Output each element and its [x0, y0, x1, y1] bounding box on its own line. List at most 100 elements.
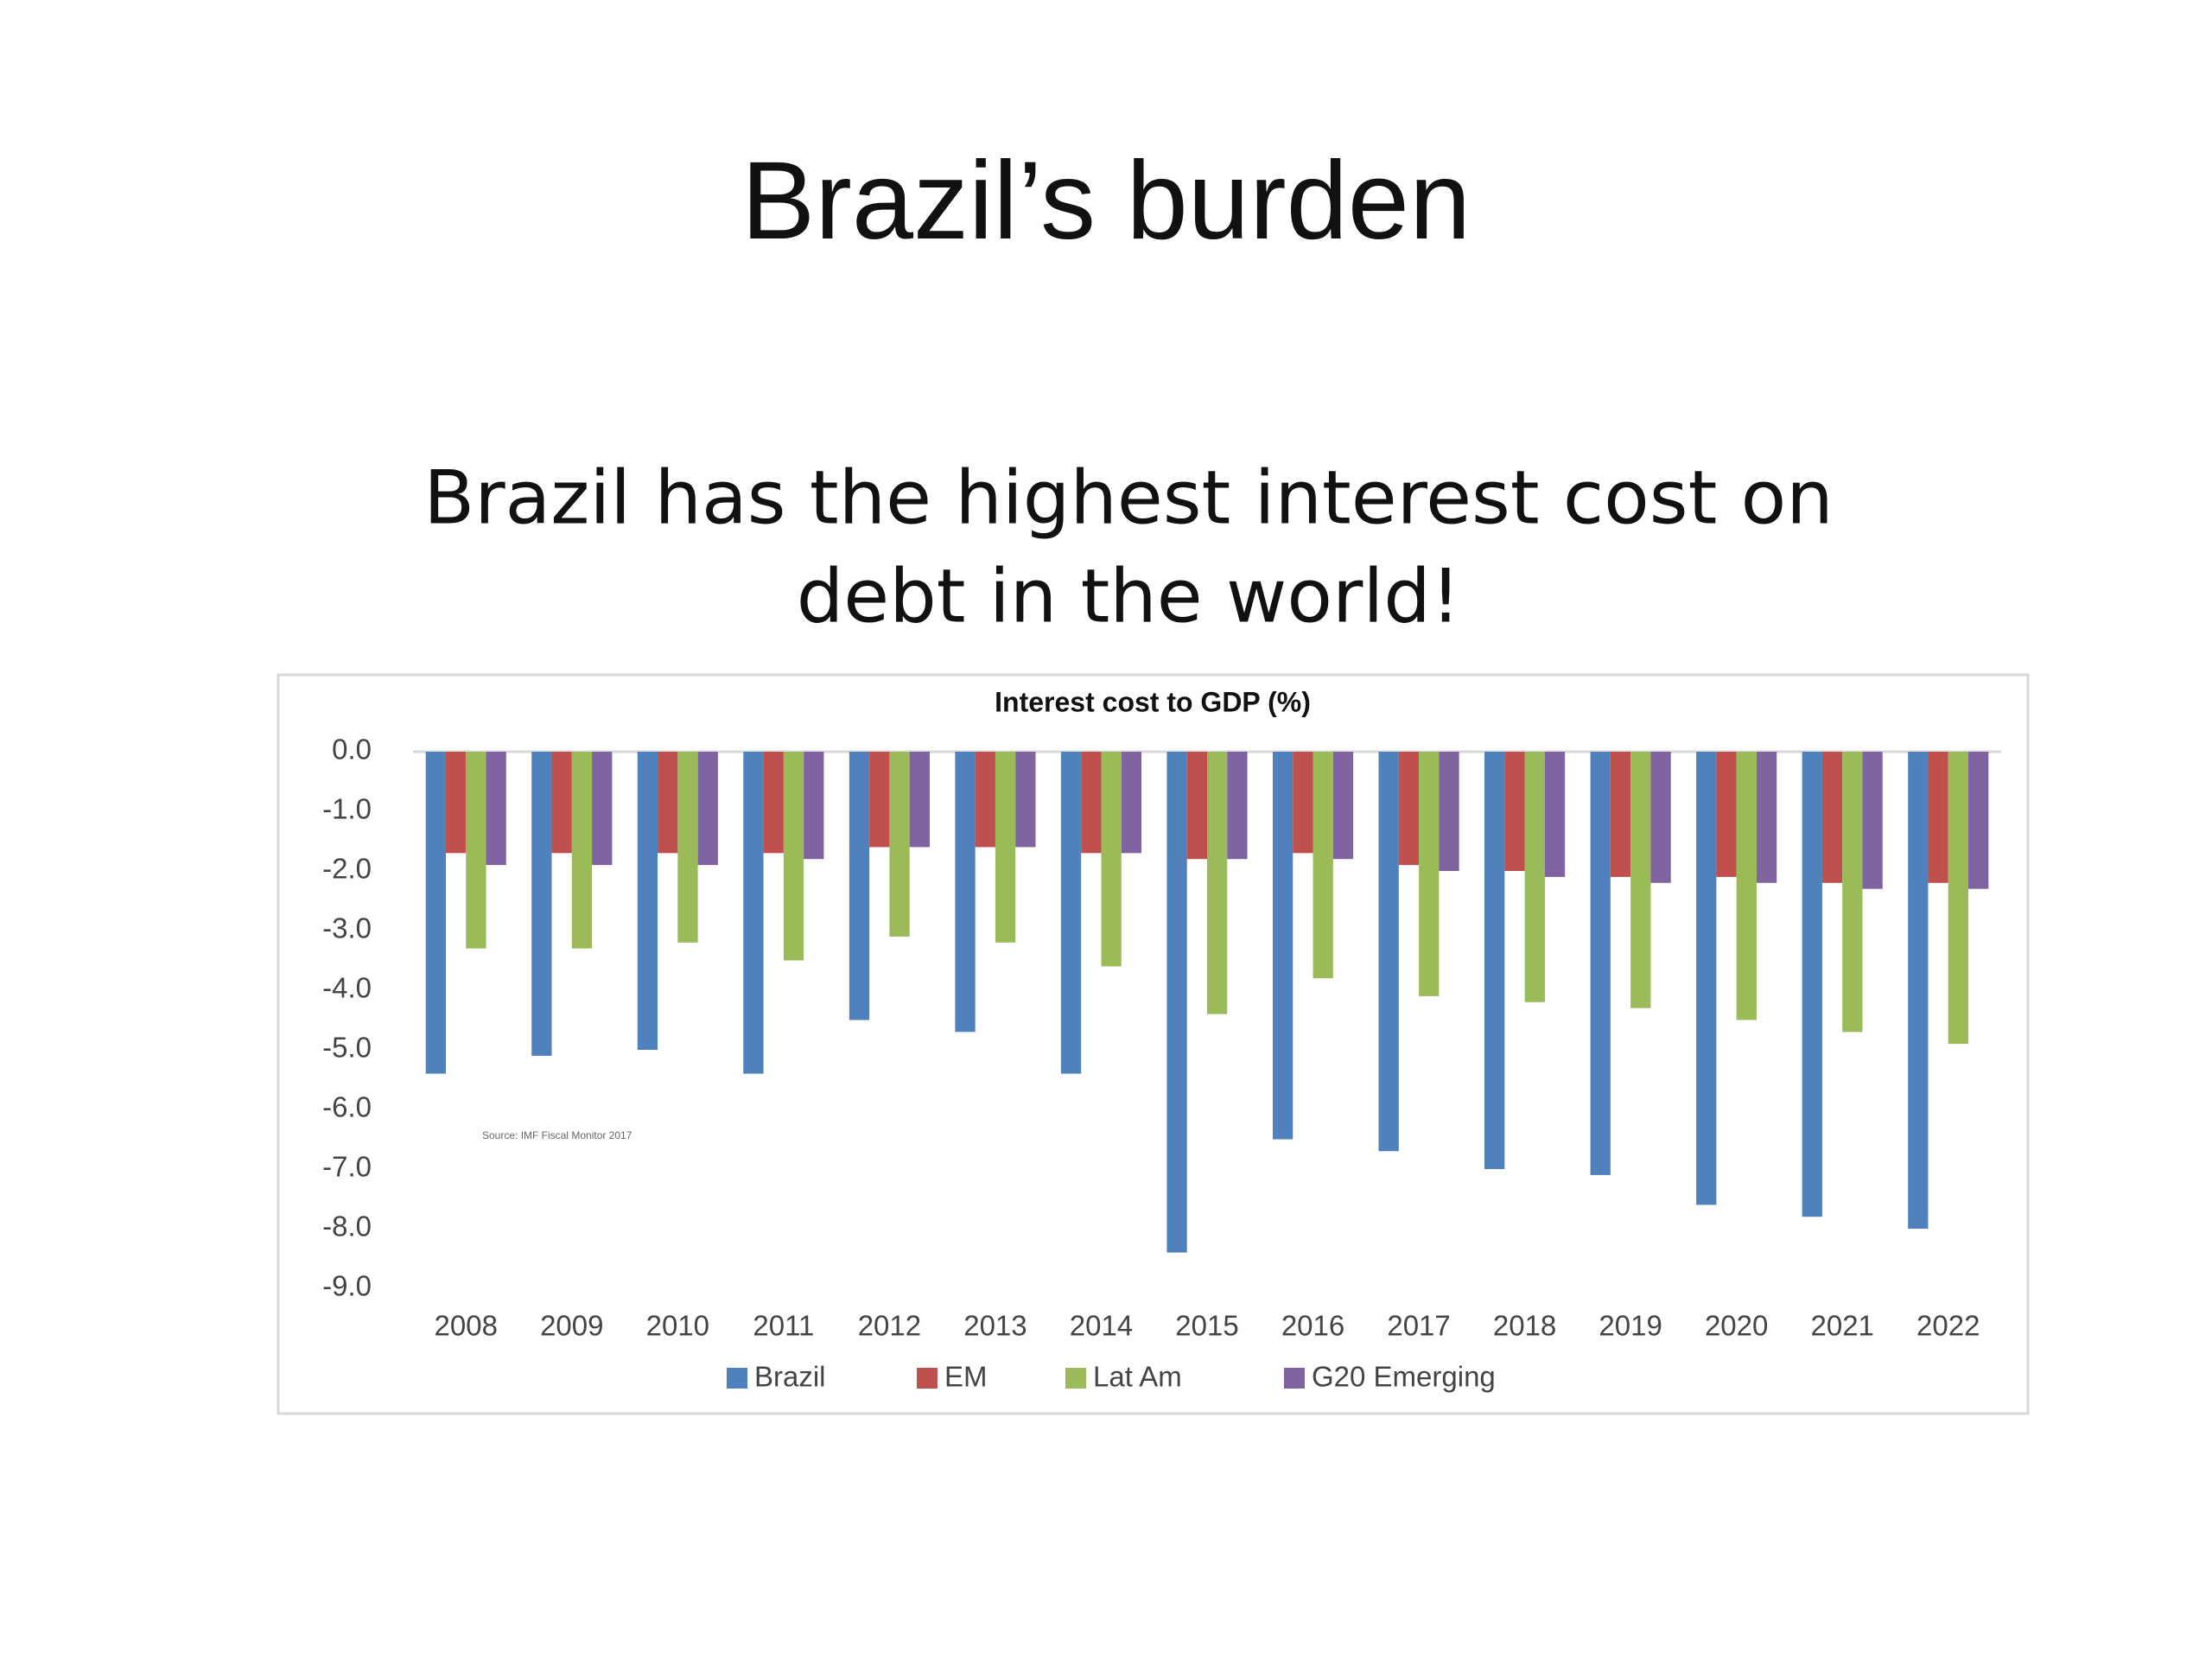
x-tick-label: 2011	[753, 1310, 814, 1342]
bar	[1378, 752, 1399, 1152]
x-tick-label: 2021	[1810, 1310, 1873, 1342]
bar	[1015, 752, 1036, 848]
y-tick-label: -7.0	[322, 1151, 372, 1183]
bar	[975, 752, 995, 848]
legend-swatch	[727, 1368, 747, 1389]
bar	[1610, 752, 1631, 877]
bar	[783, 752, 804, 961]
bar	[804, 752, 824, 860]
bar	[1928, 752, 1948, 883]
y-tick-label: -2.0	[322, 853, 372, 885]
y-tick-label: 0.0	[332, 734, 372, 766]
bar	[1544, 752, 1566, 877]
bar	[1821, 752, 1843, 883]
bar	[955, 752, 976, 1033]
x-tick-label: 2008	[435, 1310, 498, 1342]
bar	[1842, 752, 1863, 1033]
y-tick-label: -5.0	[322, 1032, 372, 1064]
bar	[889, 752, 910, 937]
bar	[1439, 752, 1459, 871]
bar	[1166, 752, 1187, 1253]
bar	[1716, 752, 1737, 877]
legend-swatch	[1065, 1368, 1086, 1389]
bar	[486, 752, 506, 866]
bar	[1186, 752, 1207, 860]
bar	[1207, 752, 1228, 1014]
bar	[1313, 752, 1333, 979]
bar	[658, 752, 678, 854]
y-tick-label: -3.0	[322, 912, 372, 944]
bar	[1862, 752, 1883, 889]
bar	[1968, 752, 1989, 889]
bar	[909, 752, 930, 848]
x-tick-label: 2022	[1916, 1310, 1980, 1342]
bar	[1060, 752, 1082, 1074]
bar	[531, 752, 552, 1056]
bar	[1398, 752, 1420, 866]
bar	[1802, 752, 1822, 1217]
y-tick-label: -1.0	[322, 793, 372, 825]
bar	[1272, 752, 1294, 1140]
bar	[1736, 752, 1757, 1020]
y-tick-label: -8.0	[322, 1211, 372, 1243]
bar	[743, 752, 764, 1074]
x-tick-label: 2018	[1493, 1310, 1556, 1342]
x-tick-label: 2012	[858, 1310, 921, 1342]
bar	[1590, 752, 1611, 1175]
bar	[1756, 752, 1777, 883]
x-tick-label: 2015	[1175, 1310, 1238, 1342]
bar	[1630, 752, 1651, 1008]
bar	[1227, 752, 1248, 860]
bar	[1524, 752, 1545, 1002]
source-note: Source: IMF Fiscal Monitor 2017	[482, 1129, 632, 1141]
bar	[1101, 752, 1122, 967]
y-tick-label: -9.0	[322, 1270, 372, 1302]
bar	[677, 752, 698, 943]
x-tick-label: 2020	[1705, 1310, 1768, 1342]
bar	[763, 752, 784, 854]
bar	[697, 752, 718, 866]
y-tick-label: -6.0	[322, 1091, 372, 1123]
legend-swatch	[917, 1368, 938, 1389]
bar	[849, 752, 870, 1020]
bar	[592, 752, 613, 866]
x-tick-label: 2010	[646, 1310, 709, 1342]
x-tick-label: 2014	[1070, 1310, 1133, 1342]
bar	[571, 752, 593, 949]
slide-title: Brazil’s burden	[741, 139, 1471, 263]
x-tick-label: 2013	[963, 1310, 1027, 1342]
legend-label: Brazil	[754, 1361, 826, 1393]
x-tick-label: 2019	[1599, 1310, 1662, 1342]
legend-label: EM	[944, 1361, 988, 1393]
bar	[1948, 752, 1969, 1045]
bar	[869, 752, 890, 848]
x-tick-label: 2016	[1281, 1310, 1344, 1342]
bar	[1293, 752, 1313, 854]
x-tick-label: 2009	[540, 1310, 603, 1342]
legend-label: Lat Am	[1093, 1361, 1182, 1393]
subtitle-line: Brazil has the highest interest cost on	[423, 454, 1834, 541]
y-tick-label: -4.0	[322, 972, 372, 1004]
bar	[637, 752, 658, 1050]
bar	[425, 752, 446, 1074]
bar	[1650, 752, 1671, 883]
legend-label: G20 Emerging	[1312, 1361, 1496, 1393]
bar	[995, 752, 1016, 943]
bar	[1121, 752, 1142, 854]
bar	[1081, 752, 1102, 854]
legend-swatch	[1284, 1368, 1305, 1389]
chart-title: Interest cost to GDP (%)	[995, 686, 1311, 717]
bar	[466, 752, 486, 949]
bar	[1419, 752, 1440, 996]
bar	[1696, 752, 1717, 1205]
bar	[445, 752, 467, 854]
bar	[551, 752, 572, 854]
x-tick-label: 2017	[1387, 1310, 1450, 1342]
subtitle-line: debt in the world!	[797, 553, 1461, 639]
bar	[1908, 752, 1929, 1229]
bar	[1484, 752, 1505, 1169]
bar	[1504, 752, 1525, 871]
bar	[1332, 752, 1354, 860]
